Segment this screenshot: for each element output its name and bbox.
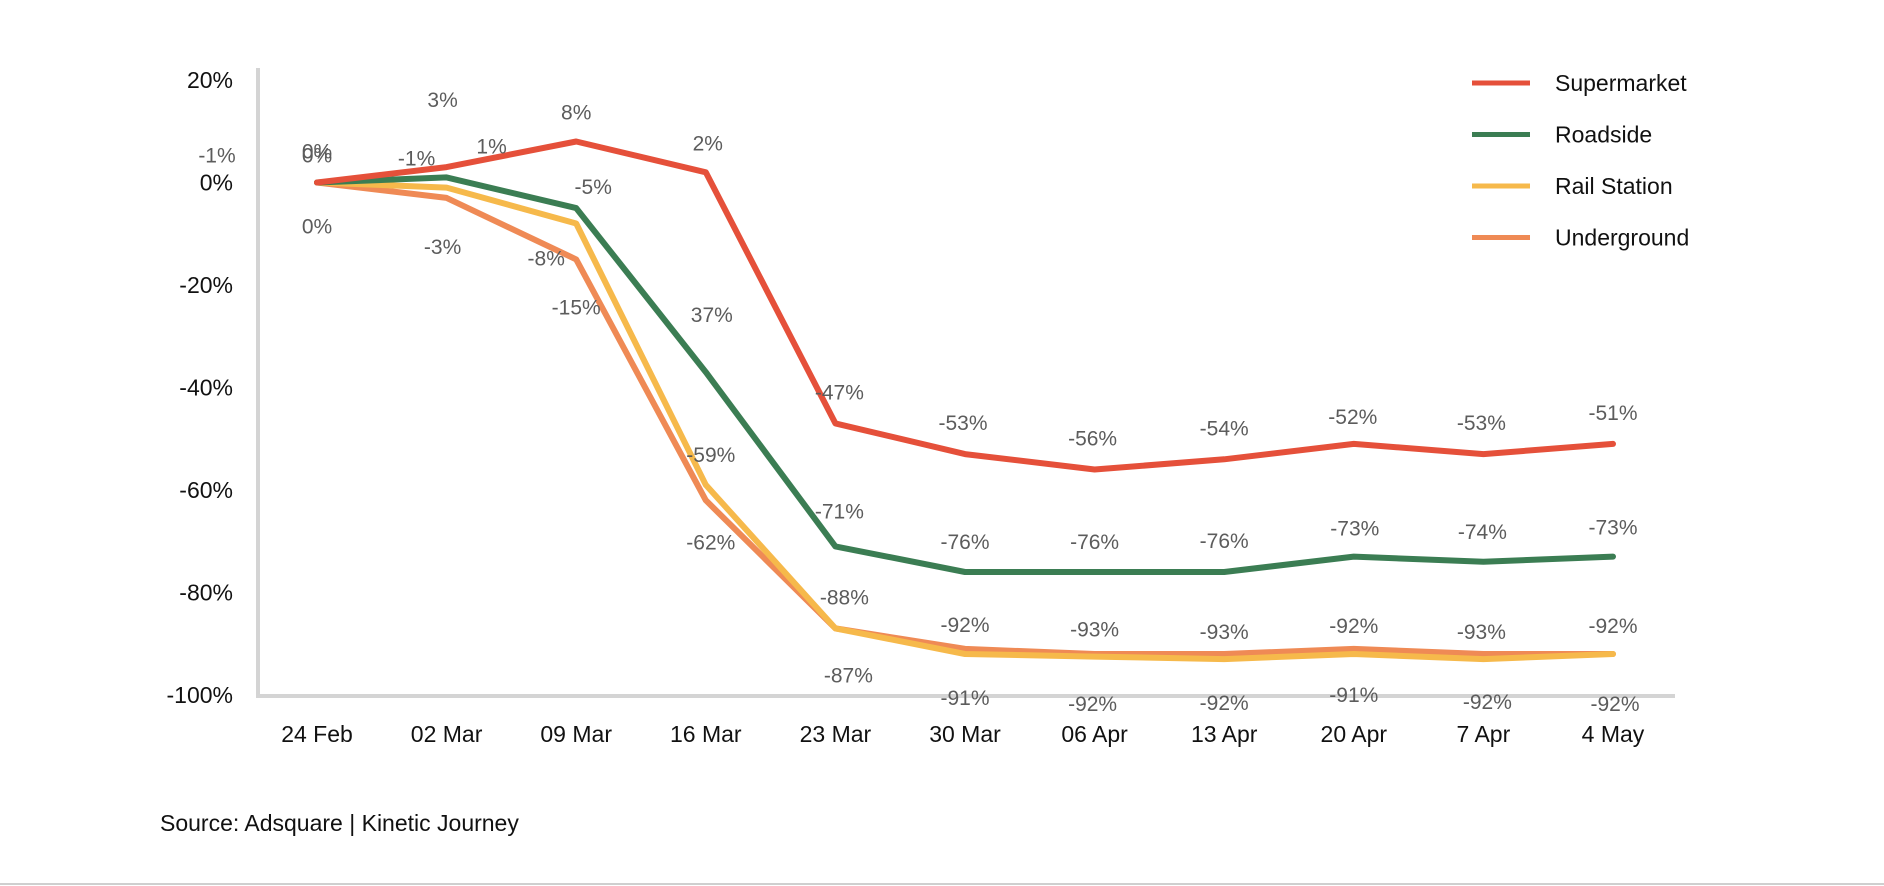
data-label-supermarket: -56% <box>1068 428 1117 451</box>
x-tick-label: 09 Mar <box>540 721 612 747</box>
data-label-rail-station: -59% <box>686 444 735 467</box>
data-label-roadside: 1% <box>476 135 506 158</box>
data-label-rail-station: -93% <box>1457 621 1506 644</box>
x-axis-ticks: 24 Feb 02 Mar 09 Mar 16 Mar 23 Mar 30 Mar 06 A… <box>281 721 1645 747</box>
data-label-supermarket: 3% <box>427 89 457 112</box>
series-line-roadside <box>314 174 1616 575</box>
data-label-underground: -92% <box>1463 691 1512 714</box>
data-label-supermarket: 8% <box>561 102 591 125</box>
chart-axes <box>256 68 1675 698</box>
source-note: Source: Adsquare | Kinetic Journey <box>160 810 519 836</box>
x-tick-label: 23 Mar <box>800 721 872 747</box>
data-label-underground: -92% <box>1590 693 1639 716</box>
data-label-roadside: -76% <box>1070 531 1119 554</box>
data-label-supermarket: -53% <box>1457 412 1506 435</box>
data-label-roadside: -71% <box>815 500 864 523</box>
data-label-roadside: -1% <box>198 145 235 168</box>
x-tick-label: 02 Mar <box>411 721 483 747</box>
x-tick-label: 20 Apr <box>1321 721 1388 747</box>
data-label-underground: -3% <box>424 236 461 259</box>
legend: Supermarket Roadside Rail Station Undergrou… <box>1472 70 1689 251</box>
y-axis-ticks: 20% 0% -20% -40% -60% -80% -100% <box>167 67 233 708</box>
data-label-roadside: -74% <box>1458 521 1507 544</box>
data-label-supermarket: -47% <box>815 381 864 404</box>
data-label-roadside: -76% <box>940 531 989 554</box>
x-tick-label: 16 Mar <box>670 721 742 747</box>
bottom-divider <box>0 883 1884 885</box>
data-label-roadside: -76% <box>1200 530 1249 553</box>
data-label-roadside: 37% <box>691 304 733 327</box>
legend-label: Roadside <box>1555 122 1652 148</box>
data-label-underground: -15% <box>552 296 601 319</box>
data-label-roadside: -5% <box>575 176 612 199</box>
data-label-supermarket: 2% <box>693 132 723 155</box>
data-label-rail-station: -1% <box>398 148 435 171</box>
series-line-supermarket <box>314 138 1616 473</box>
data-label-supermarket: -53% <box>938 412 987 435</box>
x-tick-label: 24 Feb <box>281 721 353 747</box>
series-line-underground <box>314 179 1616 657</box>
data-label-roadside: -73% <box>1330 518 1379 541</box>
data-label-supermarket: -51% <box>1588 402 1637 425</box>
data-label-rail-station: -93% <box>1070 619 1119 642</box>
y-tick-label: -60% <box>179 477 233 503</box>
y-tick-label: -20% <box>179 272 233 298</box>
y-tick-label: 20% <box>187 67 233 93</box>
x-tick-label: 4 May <box>1582 721 1645 747</box>
data-label-roadside: -73% <box>1588 517 1637 540</box>
data-label-rail-station: -93% <box>1200 621 1249 644</box>
data-label-rail-station: -88% <box>820 586 869 609</box>
data-label-rail-station: -92% <box>1588 615 1637 638</box>
x-tick-label: 7 Apr <box>1457 721 1511 747</box>
data-label-underground: -91% <box>1329 684 1378 707</box>
data-labels: 0% 3% 8% 2% -47% -53% -56% -54% -52% -53% -51% -1% 1… <box>198 89 1639 716</box>
data-label-supermarket: 0% <box>302 141 332 164</box>
data-label-rail-station: -92% <box>940 614 989 637</box>
x-tick-label: 06 Apr <box>1061 721 1128 747</box>
series-lines <box>314 138 1616 663</box>
data-label-rail-station: -8% <box>528 248 565 271</box>
y-tick-label: -100% <box>167 682 233 708</box>
data-label-underground: -92% <box>1068 693 1117 716</box>
y-tick-label: -40% <box>179 375 233 401</box>
legend-label: Underground <box>1555 225 1689 251</box>
series-line-rail-station <box>314 179 1616 663</box>
legend-label: Supermarket <box>1555 70 1687 96</box>
data-label-supermarket: -52% <box>1328 406 1377 429</box>
data-label-supermarket: -54% <box>1200 417 1249 440</box>
data-label-rail-station: 0% <box>302 216 332 239</box>
data-label-underground: -62% <box>686 531 735 554</box>
data-label-rail-station: -92% <box>1329 615 1378 638</box>
legend-label: Rail Station <box>1555 173 1673 199</box>
data-label-underground: 0% <box>302 145 332 168</box>
data-label-underground: -92% <box>1200 692 1249 715</box>
data-label-underground: -91% <box>940 687 989 710</box>
x-tick-label: 30 Mar <box>929 721 1001 747</box>
y-tick-label: -80% <box>179 580 233 606</box>
y-tick-label: 0% <box>200 170 233 196</box>
x-tick-label: 13 Apr <box>1191 721 1258 747</box>
data-label-underground: -87% <box>824 664 873 687</box>
